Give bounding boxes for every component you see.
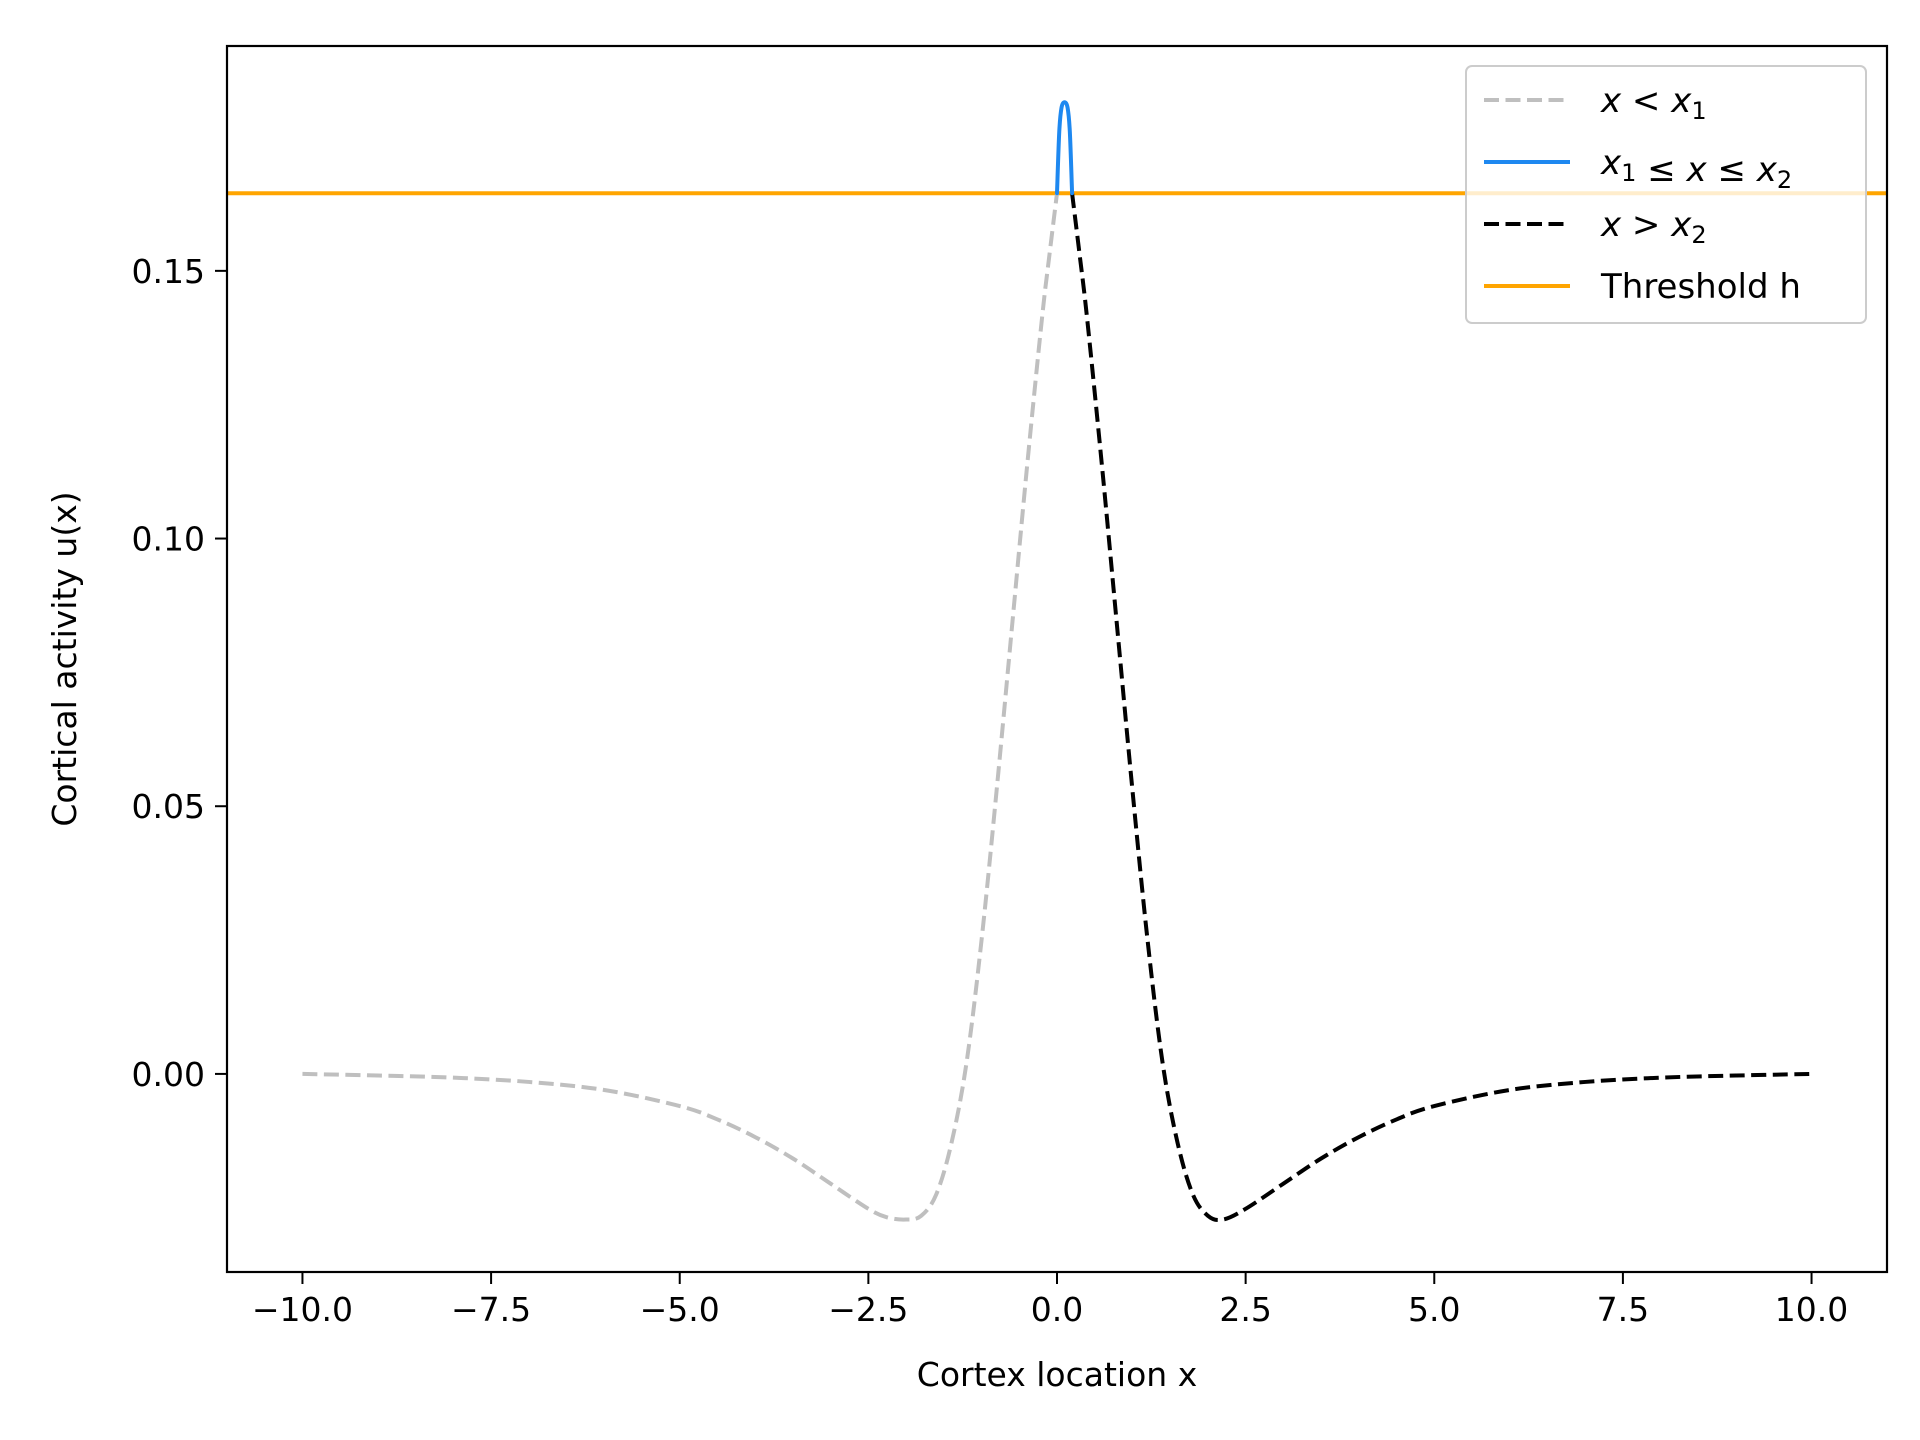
x-tick-label: 7.5 xyxy=(1597,1290,1649,1329)
x-axis-label: Cortex location x xyxy=(917,1355,1197,1394)
x-tick-label: 2.5 xyxy=(1219,1290,1271,1329)
y-axis: 0.00 0.05 0.10 0.15 xyxy=(132,252,227,1094)
x-axis: −10.0 −7.5 −5.0 −2.5 0.0 2.5 5.0 7.5 10.0 xyxy=(252,1272,1848,1329)
legend-box xyxy=(1465,65,1867,324)
x-tick-label: 0.0 xyxy=(1031,1290,1083,1329)
series-line-0 xyxy=(302,192,1059,1222)
legend-label-3: Threshold h xyxy=(1600,267,1801,307)
legend: x < x1 x1 ≤ x ≤ x2 x > x2 Threshold h xyxy=(1465,65,1867,324)
x-tick-label: 10.0 xyxy=(1775,1290,1848,1329)
legend-label-1: x1 ≤ x ≤ x2 xyxy=(1600,143,1792,194)
x-tick-label: 5.0 xyxy=(1408,1290,1460,1329)
y-tick-label: 0.15 xyxy=(132,252,205,291)
series-line-2 xyxy=(1070,192,1812,1223)
y-axis-label: Cortical activity u(x) xyxy=(45,491,84,826)
x-tick-label: −7.5 xyxy=(451,1290,531,1329)
legend-label-2: x > x2 xyxy=(1600,205,1707,249)
series-line-1 xyxy=(1055,100,1075,196)
legend-label-0: x < x1 xyxy=(1600,81,1707,125)
y-tick-label: 0.05 xyxy=(132,787,205,826)
x-tick-label: −2.5 xyxy=(828,1290,908,1329)
x-tick-label: −5.0 xyxy=(640,1290,720,1329)
x-tick-label: −10.0 xyxy=(252,1290,353,1329)
y-tick-label: 0.00 xyxy=(132,1055,205,1094)
y-tick-label: 0.10 xyxy=(132,520,205,559)
